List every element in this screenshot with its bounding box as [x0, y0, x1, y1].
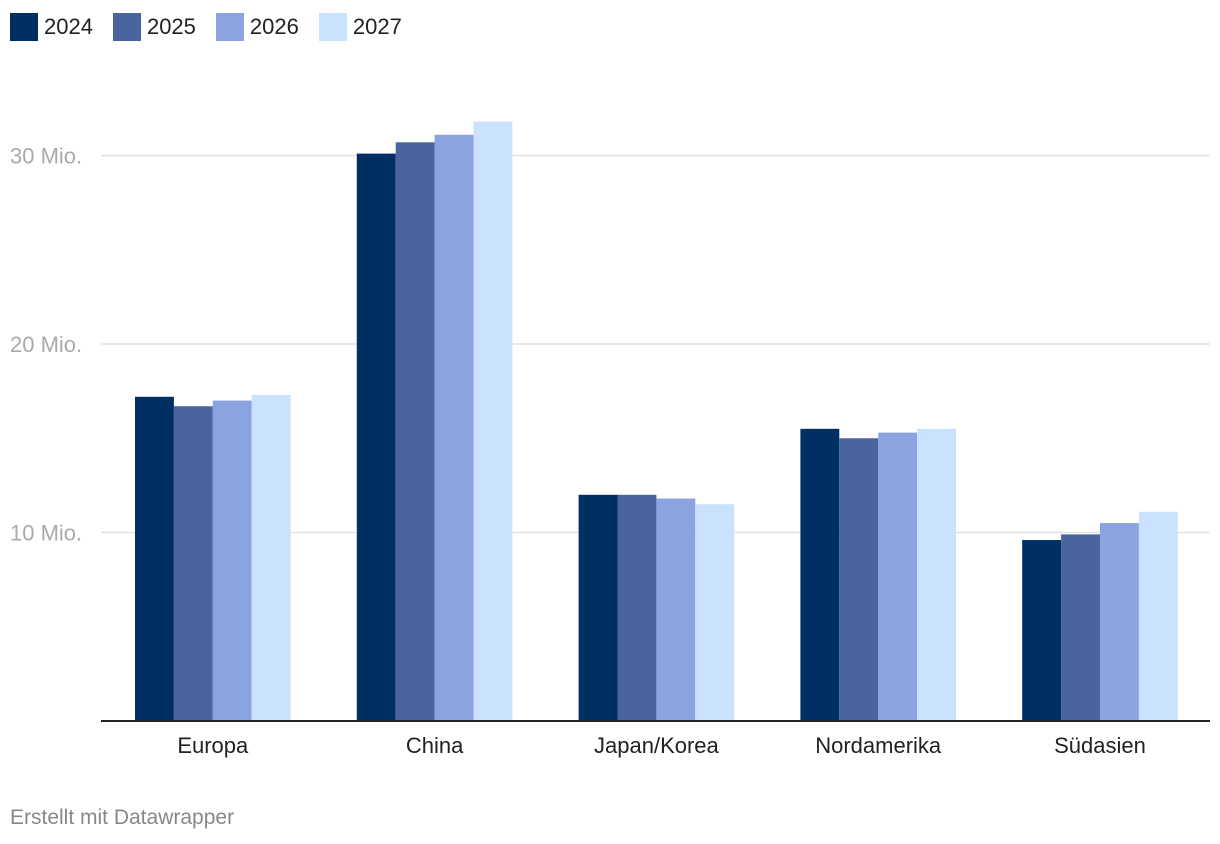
bar: [1022, 540, 1062, 721]
bar: [395, 142, 435, 721]
bar: [473, 121, 513, 721]
bar: [617, 494, 657, 721]
bar: [578, 494, 618, 721]
bar: [1061, 534, 1100, 721]
x-tick-label: China: [406, 733, 464, 758]
y-tick-label: 20 Mio.: [10, 332, 82, 357]
legend-label: 2024: [44, 14, 93, 39]
legend-swatch: [10, 13, 38, 41]
bar: [800, 428, 840, 721]
legend-item: 2025: [112, 13, 196, 41]
credit-text: Erstellt mit Datawrapper: [10, 806, 235, 829]
bar: [212, 400, 252, 721]
bar: [695, 504, 735, 721]
x-tick-label: Japan/Korea: [594, 733, 720, 758]
bar: [173, 406, 213, 721]
bar: [356, 153, 396, 722]
legend: 2024 2025 2026 2027: [10, 12, 422, 42]
legend-swatch: [112, 13, 141, 41]
x-tick-label: Nordamerika: [815, 733, 942, 758]
legend-label: 2027: [352, 14, 402, 39]
legend-item: 2024: [10, 13, 93, 41]
legend-swatch: [318, 13, 347, 41]
bar: [839, 438, 879, 721]
legend-swatch: [215, 13, 244, 41]
bar: [656, 498, 696, 721]
bar: [434, 134, 474, 721]
y-tick-label: 30 Mio.: [10, 144, 82, 169]
bar: [251, 394, 291, 721]
y-tick-label: 10 Mio.: [10, 521, 82, 546]
x-tick-label: Europa: [177, 733, 249, 758]
bar: [917, 428, 956, 721]
legend-item: 2027: [318, 13, 402, 41]
x-tick-label: Südasien: [1054, 733, 1146, 758]
legend-item: 2026: [215, 13, 299, 41]
bar: [1138, 511, 1178, 721]
legend-label: 2026: [249, 14, 299, 39]
bar: [135, 396, 174, 721]
legend-label: 2025: [146, 14, 196, 39]
bar: [878, 432, 918, 721]
bar: [1100, 523, 1139, 721]
